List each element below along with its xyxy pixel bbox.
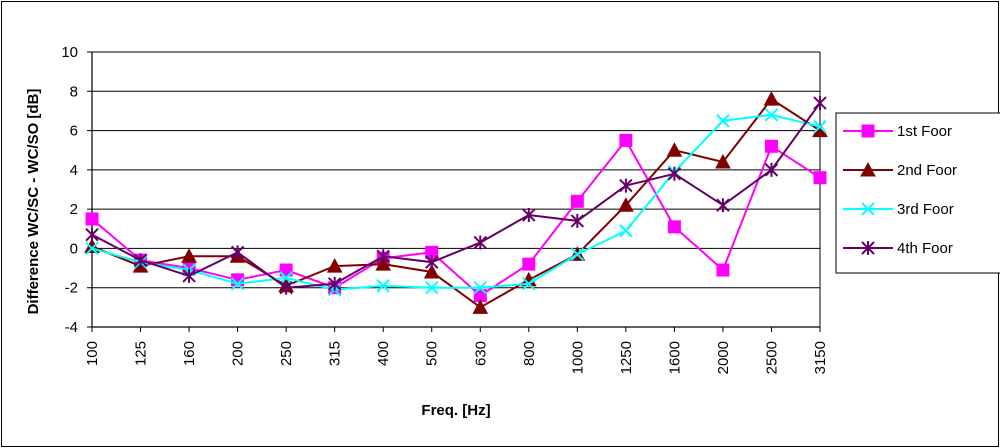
x-tick-label: 1000 (569, 341, 586, 374)
data-point (230, 277, 245, 291)
data-point (279, 271, 293, 285)
data-point (133, 253, 148, 268)
data-point (763, 91, 780, 106)
data-point (716, 198, 730, 213)
data-point (522, 257, 536, 271)
plot-background (92, 52, 820, 327)
data-point (764, 139, 778, 153)
legend-label: 2nd Foor (897, 162, 957, 179)
data-point (327, 276, 342, 291)
data-point (326, 258, 343, 273)
data-point (375, 256, 392, 271)
data-point (425, 281, 439, 295)
data-point (667, 166, 682, 181)
y-tick-label: -2 (65, 280, 78, 297)
series-3rd-foor (85, 108, 827, 297)
data-point (667, 220, 681, 234)
x-tick-labels: 100 125 160 200 250 315 400 500 630 800 1000 1250 16… (84, 327, 829, 374)
data-point (279, 263, 293, 277)
x-axis-title: Freq. [Hz] (421, 402, 490, 419)
data-point (716, 263, 730, 277)
x-tick-label: 400 (375, 341, 392, 366)
x-tick-label: 630 (472, 341, 489, 366)
data-point (618, 197, 634, 212)
y-tick-label: 10 (61, 44, 78, 61)
x-tick-label: 315 (327, 341, 344, 366)
series-4th-foor (85, 96, 827, 295)
data-point (861, 202, 875, 216)
y-tick-label: 0 (70, 240, 78, 257)
data-point (85, 212, 99, 226)
x-tick-label: 100 (84, 341, 101, 366)
x-tick-label: 2000 (715, 341, 732, 374)
data-point (570, 194, 584, 208)
data-point (181, 248, 197, 263)
series-line (91, 102, 821, 289)
plot-area (92, 52, 820, 327)
data-point (376, 279, 390, 293)
x-tick-label: 800 (521, 341, 538, 366)
data-point (473, 281, 487, 295)
data-point (570, 213, 585, 228)
series-line (91, 138, 821, 297)
x-tick-label: 1600 (666, 341, 683, 374)
data-point (813, 96, 827, 111)
data-point (522, 277, 536, 291)
y-tick-label: 2 (70, 201, 78, 218)
data-point (472, 299, 489, 314)
legend-label: 4th Foor (897, 240, 953, 257)
data-point (666, 142, 683, 157)
x-tick-label: 125 (133, 341, 150, 366)
data-point (619, 133, 633, 147)
data-point (764, 108, 779, 122)
data-point (764, 162, 779, 177)
x-tick-label: 500 (424, 341, 441, 366)
legend: 1st Foor 2nd Foor 3rd Foor 4th Foor (835, 112, 1000, 274)
data-point (570, 247, 585, 262)
data-point (85, 241, 99, 256)
y-tick-label: -4 (65, 319, 78, 336)
y-tick-label: 4 (70, 162, 78, 179)
data-point (230, 245, 245, 260)
legend-label: 1st Foor (897, 123, 952, 140)
x-tick-label: 250 (278, 341, 295, 366)
data-point (376, 249, 390, 264)
data-point (85, 227, 99, 242)
data-point (861, 124, 875, 138)
data-point (619, 224, 633, 238)
x-tick-label: 200 (230, 341, 247, 366)
series-line (91, 97, 821, 309)
data-point (860, 161, 876, 177)
y-tick-label: 8 (70, 83, 78, 100)
data-point (522, 208, 536, 223)
series-line (91, 113, 821, 291)
data-point (715, 153, 731, 169)
data-point (473, 235, 487, 250)
data-point (423, 263, 440, 279)
x-tick-label: 3150 (812, 341, 829, 374)
x-tick-label: 1250 (618, 341, 635, 374)
data-point (619, 178, 633, 193)
legend-box (835, 112, 1000, 274)
series-lines (84, 91, 828, 314)
data-point (279, 280, 293, 295)
data-point (425, 255, 439, 270)
data-point (716, 114, 730, 128)
data-point (182, 268, 196, 283)
x-tick-label: 2500 (763, 341, 780, 374)
data-point (813, 171, 827, 185)
y-tick-label: 6 (70, 123, 78, 140)
data-point (813, 119, 827, 134)
y-tick-labels: -4 -2 0 2 4 6 8 10 (61, 44, 78, 336)
data-point (861, 241, 875, 255)
y-axis-title: Difference WC/SC - WC/SO [dB] (25, 89, 42, 315)
legend-label: 3rd Foor (897, 201, 954, 218)
x-tick-label: 160 (181, 341, 198, 366)
